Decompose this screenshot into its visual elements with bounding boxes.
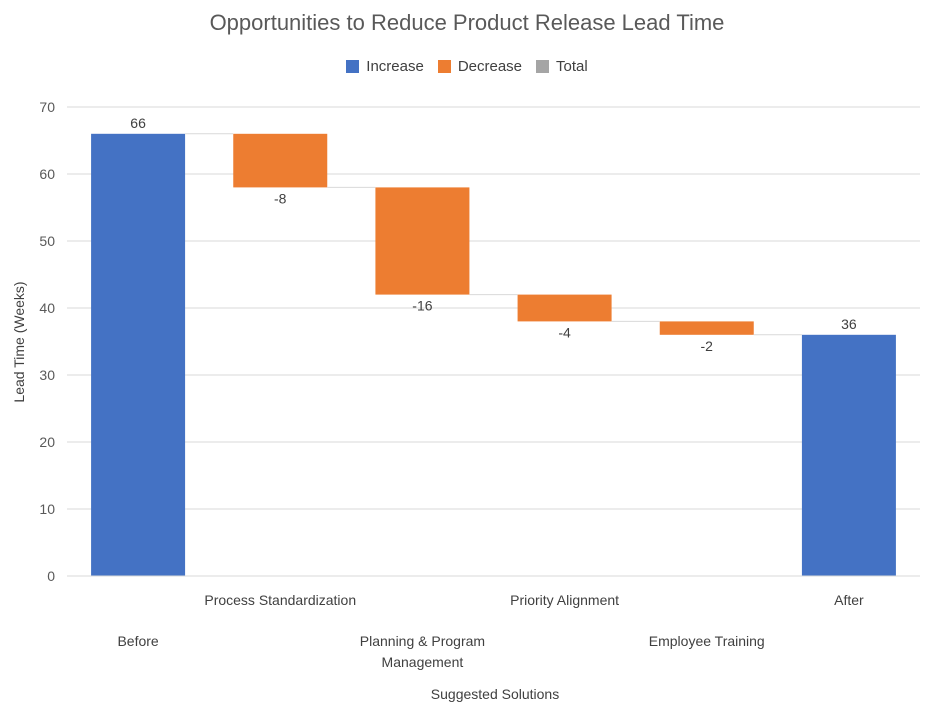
y-tick-label: 40 <box>39 300 55 316</box>
bar[interactable] <box>517 294 612 322</box>
legend-swatch-decrease <box>437 60 451 73</box>
y-tick-label: 70 <box>39 99 55 115</box>
x-axis-title: Suggested Solutions <box>430 686 560 702</box>
y-tick-label: 20 <box>39 434 55 450</box>
y-tick-label: 60 <box>39 166 55 182</box>
legend-swatch-total <box>536 60 550 73</box>
x-tick-label: Process Standardization <box>204 592 356 608</box>
y-tick-label: 10 <box>39 501 55 517</box>
x-tick-label: After <box>834 592 864 608</box>
bar[interactable] <box>659 321 754 335</box>
bar[interactable] <box>801 334 896 576</box>
legend-item-total[interactable]: Total <box>536 58 588 75</box>
y-tick-label: 30 <box>39 367 55 383</box>
data-label: 36 <box>841 316 857 332</box>
x-tick-label: Planning & Program Management <box>360 633 485 670</box>
legend-item-increase[interactable]: Increase <box>346 58 424 75</box>
data-label: -2 <box>701 338 714 354</box>
data-label: -16 <box>412 298 432 314</box>
y-tick-label: 50 <box>39 233 55 249</box>
legend-label-total: Total <box>556 58 588 75</box>
x-tick-label: Employee Training <box>649 633 765 649</box>
bar[interactable] <box>375 187 470 295</box>
x-tick-label: Before <box>117 633 158 649</box>
y-tick-label: 0 <box>47 568 55 584</box>
bar[interactable] <box>91 133 186 577</box>
legend-item-decrease[interactable]: Decrease <box>437 58 523 75</box>
legend: Increase Decrease Total <box>0 58 934 75</box>
x-tick-label: Priority Alignment <box>510 592 619 608</box>
legend-label-decrease: Decrease <box>457 58 523 75</box>
data-label: -4 <box>558 324 571 340</box>
legend-label-increase: Increase <box>366 58 424 75</box>
chart-title: Opportunities to Reduce Product Release … <box>209 10 725 35</box>
data-label: -8 <box>274 190 287 206</box>
legend-swatch-increase <box>346 60 360 73</box>
bar[interactable] <box>233 133 328 188</box>
data-label: 66 <box>130 115 146 131</box>
